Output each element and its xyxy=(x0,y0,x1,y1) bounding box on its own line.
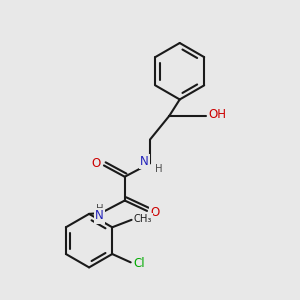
Text: O: O xyxy=(150,206,159,219)
Text: H: H xyxy=(154,164,162,174)
Text: H: H xyxy=(96,204,103,214)
Text: Cl: Cl xyxy=(133,257,145,270)
Text: CH₃: CH₃ xyxy=(134,214,152,224)
Text: N: N xyxy=(95,209,104,223)
Text: OH: OH xyxy=(208,108,226,122)
Text: O: O xyxy=(92,158,101,170)
Text: N: N xyxy=(140,155,149,168)
